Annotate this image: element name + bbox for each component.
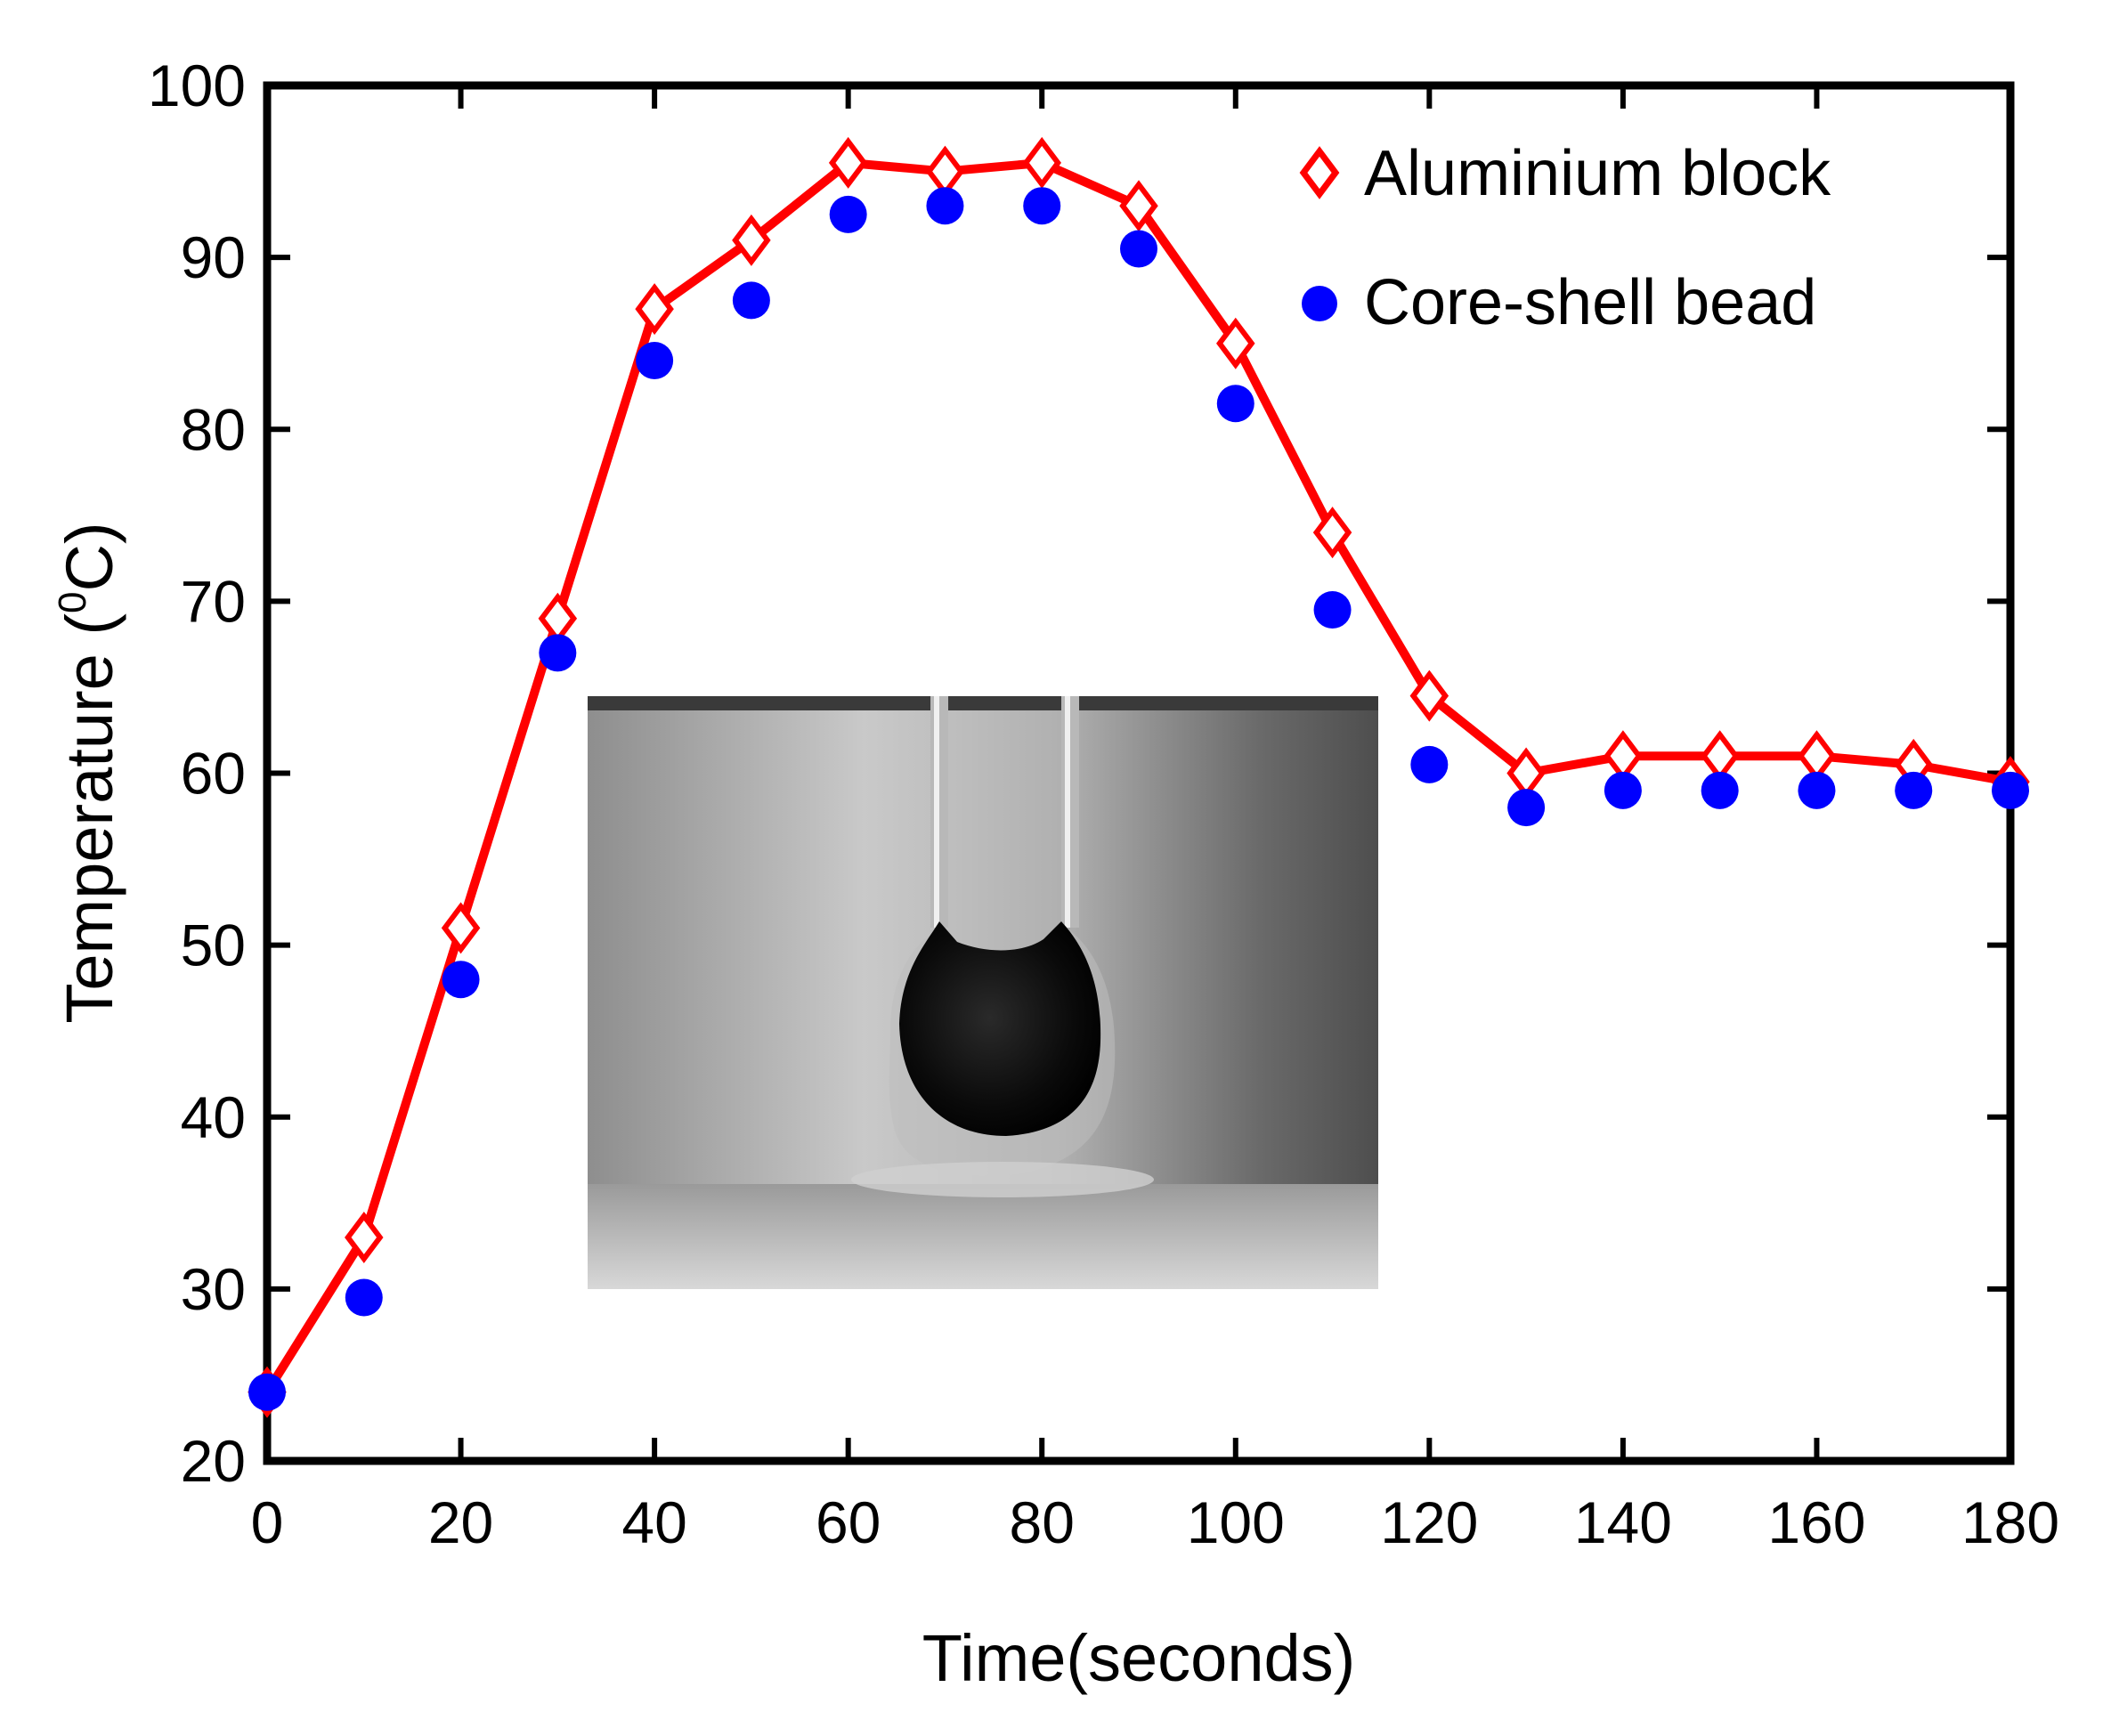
core-shell-bead-point [1701, 771, 1739, 809]
core-shell-bead-point [1895, 771, 1933, 809]
inset-photo [588, 696, 1378, 1289]
legend-marker-aluminium-block [1299, 146, 1340, 199]
legend-label-core-shell-bead: Core-shell bead [1364, 267, 1816, 338]
core-shell-bead-point [1120, 230, 1157, 268]
core-shell-bead-point [248, 1373, 286, 1411]
y-tick-label: 80 [181, 396, 246, 462]
core-shell-bead-point [1410, 745, 1449, 783]
core-shell-bead-point [1216, 385, 1254, 423]
core-shell-bead-point [1507, 789, 1546, 827]
aluminium-block-point [1506, 747, 1546, 799]
core-shell-bead-point [442, 961, 480, 999]
x-tick-label: 140 [1574, 1489, 1672, 1555]
legend-label-aluminium-block: Aluminium block [1364, 138, 1831, 209]
x-tick-label: 20 [428, 1489, 493, 1555]
y-tick-label: 30 [181, 1256, 246, 1322]
tick-labels: 0 20 40 60 80 100 120 140 160 1802030405060708090… [148, 53, 2059, 1555]
y-tick-label: 90 [181, 224, 246, 290]
legend-marker-core-shell-bead [1302, 286, 1337, 321]
y-tick-label: 40 [181, 1084, 246, 1150]
core-shell-bead-point [1313, 591, 1352, 629]
x-tick-label: 80 [1010, 1489, 1075, 1555]
core-shell-bead-point [539, 634, 577, 672]
axis-ticks [264, 83, 2013, 1464]
core-shell-bead-point [732, 281, 770, 320]
aluminium-block-point [441, 902, 481, 954]
y-tick-label: 70 [181, 568, 246, 634]
x-tick-label: 180 [1961, 1489, 2059, 1555]
core-shell-bead-point [345, 1278, 383, 1317]
aluminium-block-point [1022, 136, 1061, 189]
aluminium-block-point [635, 283, 674, 336]
aluminium-block-point [1409, 669, 1449, 722]
x-tick-label: 100 [1187, 1489, 1285, 1555]
core-shell-bead-point [926, 187, 964, 225]
core-shell-bead-point [829, 195, 867, 233]
y-tick-label: 20 [181, 1428, 246, 1494]
y-tick-label: 50 [181, 913, 246, 978]
core-shell-bead-point [1023, 187, 1061, 225]
legend: Aluminium block Core-shell bead [1299, 138, 1831, 338]
x-tick-label: 160 [1767, 1489, 1865, 1555]
y-tick-label: 100 [148, 53, 246, 118]
aluminium-block-point [1797, 730, 1837, 783]
aluminium-block-point [925, 145, 965, 198]
core-shell-bead-point [1798, 771, 1836, 809]
aluminium-block-point [828, 136, 868, 189]
aluminium-block-point [1119, 180, 1158, 232]
core-shell-bead-point [1604, 771, 1642, 809]
core-shell-bead-point [636, 342, 674, 379]
y-axis-title: Temperature (0C) [51, 522, 126, 1023]
x-axis-title: Time(seconds) [922, 1621, 1356, 1695]
aluminium-block-point [732, 214, 771, 266]
aluminium-block-point [1604, 730, 1643, 783]
x-tick-label: 40 [621, 1489, 686, 1555]
aluminium-block-point [1216, 317, 1255, 369]
aluminium-block-point [345, 1211, 384, 1263]
y-tick-label: 60 [181, 741, 246, 807]
x-tick-label: 60 [816, 1489, 881, 1555]
aluminium-block-point [538, 592, 578, 645]
x-tick-label: 120 [1380, 1489, 1478, 1555]
aluminium-block-point [1312, 507, 1352, 559]
series-layer [248, 136, 2030, 1418]
core-shell-bead-point [1992, 771, 2029, 809]
x-tick-label: 0 [251, 1489, 284, 1555]
aluminium-block-point [1700, 730, 1740, 783]
